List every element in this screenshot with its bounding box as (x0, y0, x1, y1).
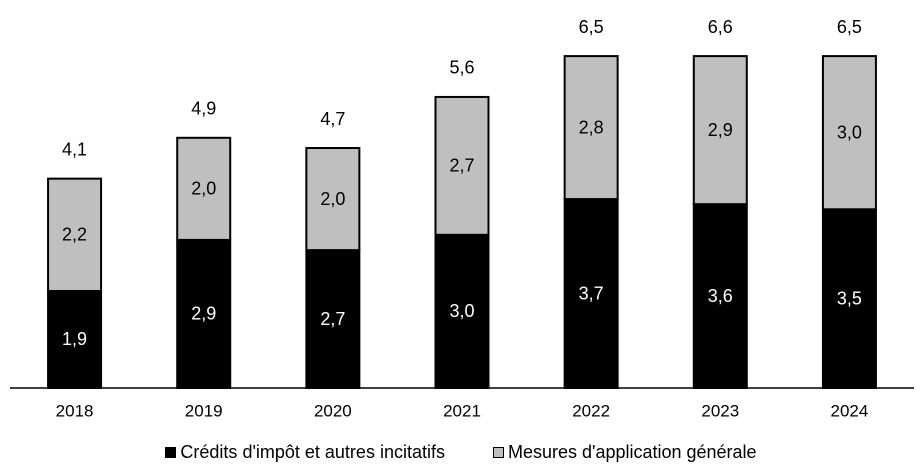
x-tick-2018: 2018 (56, 401, 94, 420)
data-label-tax-credits-2019: 2,9 (191, 304, 216, 324)
x-tick-2020: 2020 (314, 401, 352, 420)
x-tick-2024: 2024 (831, 401, 869, 420)
bar-general-measures-2022 (563, 55, 619, 201)
total-label-2020: 4,7 (320, 109, 345, 129)
bar-general-measures-2024 (821, 55, 877, 211)
data-label-general-measures-2019: 2,0 (191, 179, 216, 199)
legend-swatch-tax-credits (165, 446, 177, 458)
legend-swatch-general-measures (492, 446, 504, 458)
total-label-2024: 6,5 (837, 17, 862, 37)
data-label-general-measures-2024: 3,0 (837, 122, 862, 142)
bar-tax-credits-2018 (47, 289, 103, 390)
data-label-general-measures-2022: 2,8 (579, 117, 604, 137)
legend-item-tax-credits: Crédits d'impôt et autres incitatifs (165, 442, 445, 463)
total-label-2023: 6,6 (708, 17, 733, 37)
bar-general-measures-2023 (692, 55, 748, 206)
data-label-tax-credits-2021: 3,0 (449, 301, 474, 321)
data-label-tax-credits-2020: 2,7 (320, 309, 345, 329)
legend-label-general-measures: Mesures d'application générale (507, 441, 757, 462)
legend-item-general-measures: Mesures d'application générale (492, 441, 757, 463)
data-label-general-measures-2020: 2,0 (320, 189, 345, 209)
data-label-tax-credits-2018: 1,9 (62, 329, 87, 349)
bar-general-measures-2021 (434, 95, 490, 236)
data-label-general-measures-2018: 2,2 (62, 225, 87, 245)
x-tick-2022: 2022 (572, 401, 610, 420)
data-label-tax-credits-2022: 3,7 (579, 283, 604, 303)
data-label-general-measures-2023: 2,9 (708, 120, 733, 140)
bar-tax-credits-2023 (692, 203, 748, 389)
x-tick-2019: 2019 (185, 401, 223, 420)
data-label-tax-credits-2023: 3,6 (708, 286, 733, 306)
total-label-2018: 4,1 (62, 139, 87, 159)
bar-general-measures-2020 (305, 147, 361, 252)
bar-general-measures-2019 (176, 136, 232, 241)
data-label-general-measures-2021: 2,7 (449, 156, 474, 176)
total-label-2019: 4,9 (191, 99, 216, 119)
total-label-2022: 6,5 (579, 17, 604, 37)
total-label-2021: 5,6 (449, 58, 474, 78)
legend-label-tax-credits: Crédits d'impôt et autres incitatifs (180, 441, 445, 462)
data-label-tax-credits-2024: 3,5 (837, 288, 862, 308)
chart-legend: Crédits d'impôt et autres incitatifs Mes… (0, 437, 922, 467)
x-tick-2023: 2023 (701, 401, 739, 420)
bar-general-measures-2018 (47, 177, 103, 292)
x-tick-2021: 2021 (443, 401, 481, 420)
